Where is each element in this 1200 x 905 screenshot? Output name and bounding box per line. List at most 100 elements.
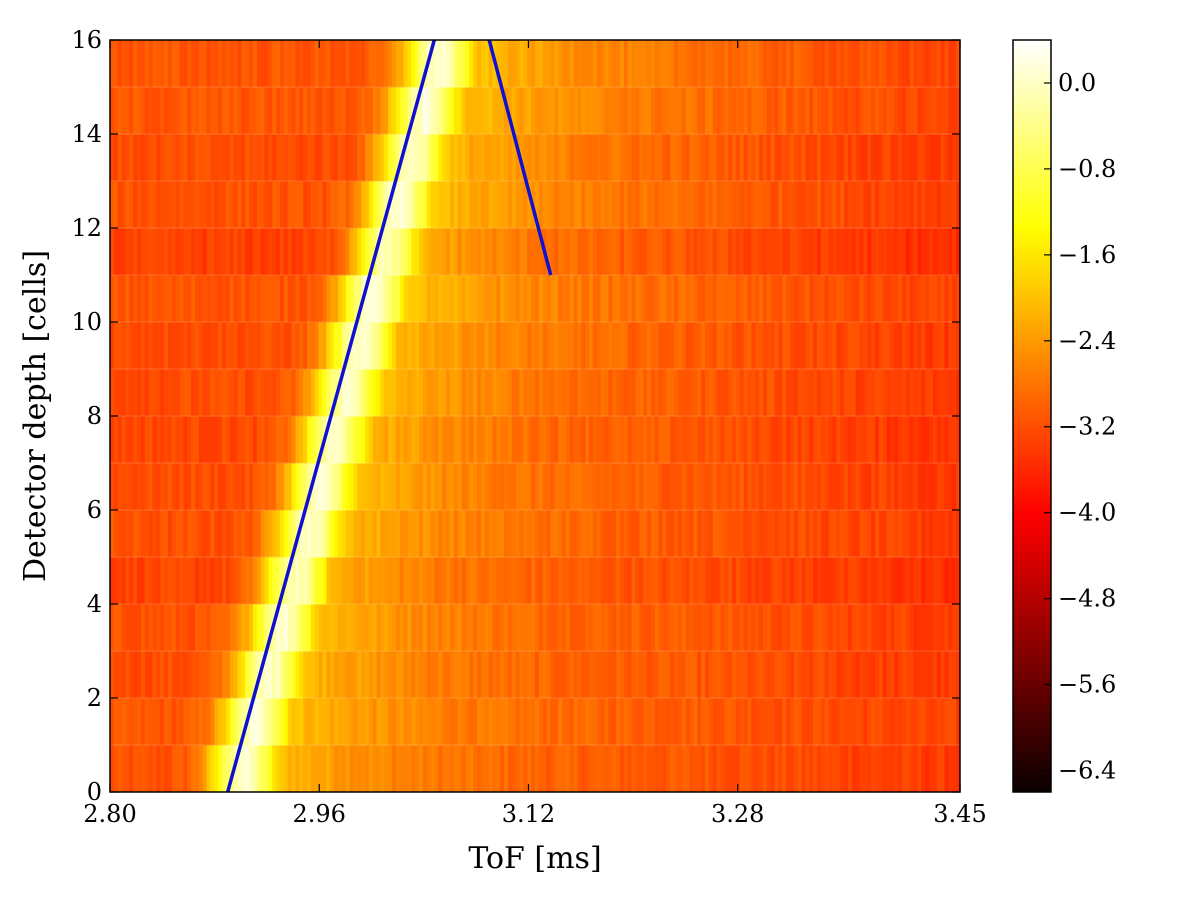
heatmap-cell — [256, 228, 262, 276]
heatmap-cell — [442, 651, 447, 699]
heatmap-cell — [152, 134, 157, 182]
heatmap-cell — [658, 698, 664, 746]
heatmap-cell — [790, 463, 795, 511]
heatmap-cell — [813, 698, 818, 746]
heatmap-cell — [739, 322, 745, 370]
heatmap-cell — [716, 698, 722, 746]
heatmap-cell — [759, 651, 764, 699]
heatmap-cell — [643, 40, 648, 88]
heatmap-cell — [902, 40, 907, 88]
heatmap-cell — [477, 275, 482, 323]
heatmap-cell — [689, 463, 695, 511]
heatmap-cell — [295, 369, 300, 417]
heatmap-cell — [670, 651, 675, 699]
heatmap-cell — [229, 698, 235, 746]
heatmap-cell — [689, 228, 695, 276]
heatmap-cell — [225, 369, 231, 417]
heatmap-cell — [179, 134, 185, 182]
heatmap-cell — [318, 181, 324, 229]
heatmap-cell — [380, 369, 385, 417]
heatmap-cell — [739, 604, 745, 652]
heatmap-cell — [337, 134, 343, 182]
heatmap-cell — [565, 698, 571, 746]
heatmap-cell — [612, 557, 617, 605]
y-tick-label: 10 — [71, 308, 102, 336]
heatmap-cell — [828, 369, 834, 417]
heatmap-cell — [477, 651, 482, 699]
heatmap-cell — [596, 745, 602, 792]
heatmap-cell — [276, 463, 281, 511]
heatmap-cell — [504, 745, 509, 792]
heatmap-cell — [334, 228, 339, 276]
heatmap-cell — [523, 463, 528, 511]
heatmap-cell — [685, 40, 691, 88]
heatmap-cell — [770, 87, 776, 135]
heatmap-cell — [307, 369, 312, 417]
heatmap-cell — [376, 604, 382, 652]
heatmap-cell — [380, 745, 385, 792]
heatmap-cell — [361, 651, 366, 699]
heatmap-cell — [160, 604, 165, 652]
heatmap-cell — [133, 463, 138, 511]
heatmap-cell — [875, 463, 880, 511]
heatmap-cell — [898, 510, 903, 558]
heatmap-cell — [592, 228, 598, 276]
heatmap-cell — [256, 416, 262, 464]
heatmap-cell — [666, 416, 671, 464]
heatmap-cell — [388, 87, 393, 135]
heatmap-cell — [337, 369, 343, 417]
heatmap-cell — [925, 510, 930, 558]
heatmap-cell — [438, 557, 443, 605]
heatmap-cell — [666, 651, 671, 699]
heatmap-cell — [562, 698, 567, 746]
heatmap-cell — [635, 651, 640, 699]
heatmap-cell — [944, 228, 950, 276]
heatmap-cell — [936, 651, 942, 699]
heatmap-cell — [280, 87, 285, 135]
heatmap-cell — [218, 604, 223, 652]
heatmap-cell — [720, 275, 725, 323]
heatmap-cell — [260, 275, 266, 323]
heatmap-cell — [299, 745, 304, 792]
heatmap-cell — [287, 698, 293, 746]
heatmap-cell — [732, 228, 737, 276]
heatmap-cell — [291, 275, 297, 323]
heatmap-cell — [604, 745, 610, 792]
heatmap-cell — [797, 87, 803, 135]
heatmap-cell — [878, 510, 884, 558]
heatmap-cell — [813, 745, 818, 792]
heatmap-cell — [844, 510, 849, 558]
heatmap-cell — [450, 275, 455, 323]
heatmap-cell — [222, 745, 227, 792]
heatmap-cell — [558, 40, 563, 88]
y-tick-label: 12 — [71, 214, 102, 242]
heatmap-cell — [422, 181, 428, 229]
heatmap-cell — [434, 228, 440, 276]
heatmap-cell — [361, 228, 366, 276]
heatmap-cell — [349, 87, 355, 135]
heatmap-cell — [627, 369, 633, 417]
heatmap-cell — [666, 40, 671, 88]
heatmap-cell — [465, 651, 470, 699]
heatmap-cell — [195, 181, 200, 229]
heatmap-cell — [527, 87, 532, 135]
heatmap-cell — [728, 181, 733, 229]
heatmap-cell — [581, 698, 586, 746]
heatmap-cell — [337, 463, 343, 511]
heatmap-cell — [422, 134, 428, 182]
heatmap-cell — [415, 228, 420, 276]
heatmap-cell — [457, 134, 463, 182]
heatmap-cell — [867, 463, 872, 511]
heatmap-cell — [809, 698, 814, 746]
heatmap-cell — [913, 181, 919, 229]
heatmap-cell — [797, 745, 803, 792]
heatmap-cell — [573, 651, 579, 699]
heatmap-cell — [365, 463, 370, 511]
heatmap-cell — [357, 134, 362, 182]
heatmap-cell — [191, 510, 196, 558]
heatmap-cell — [705, 322, 710, 370]
heatmap-cell — [620, 134, 625, 182]
heatmap-cell — [260, 604, 266, 652]
heatmap-cell — [260, 87, 266, 135]
heatmap-cell — [921, 40, 926, 88]
